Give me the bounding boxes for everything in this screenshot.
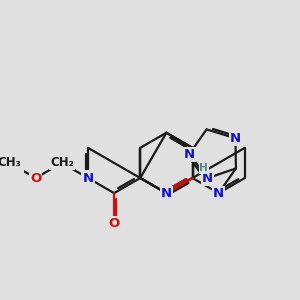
Text: CH₂: CH₂ — [50, 156, 74, 170]
Text: O: O — [30, 172, 41, 184]
Text: CH₃: CH₃ — [0, 156, 22, 170]
Text: N: N — [230, 132, 241, 145]
Text: N: N — [213, 187, 224, 200]
Text: N: N — [202, 172, 213, 185]
Text: N: N — [82, 172, 94, 184]
Text: N: N — [184, 148, 195, 160]
Text: H: H — [200, 163, 208, 173]
Text: O: O — [161, 187, 172, 200]
Text: O: O — [109, 217, 120, 230]
Text: N: N — [161, 187, 172, 200]
